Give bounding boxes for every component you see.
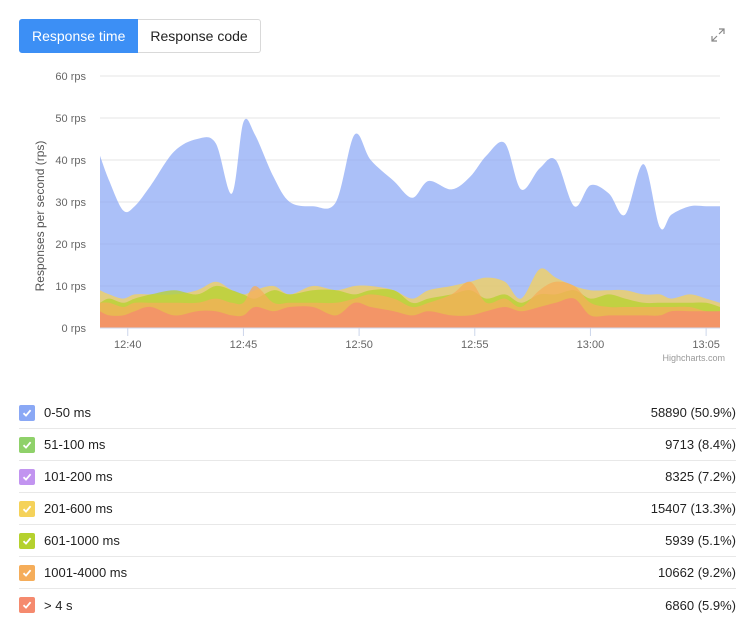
- y-tick-label: 20 rps: [55, 239, 86, 251]
- checkbox-icon[interactable]: [19, 564, 35, 581]
- checkbox-icon[interactable]: [19, 436, 35, 453]
- area-series-4[interactable]: [100, 298, 720, 328]
- chart-credit[interactable]: Highcharts.com: [662, 353, 725, 363]
- expand-icon[interactable]: [710, 27, 726, 43]
- legend-label: 601-1000 ms: [44, 533, 120, 548]
- checkbox-icon[interactable]: [19, 532, 35, 549]
- response-time-chart: 0 rps 10 rps 20 rps 30 rps 40 rps 50 rps 60 rp…: [33, 71, 725, 363]
- legend-item[interactable]: > 4 s 6860 (5.9%): [19, 589, 736, 621]
- y-tick-label: 40 rps: [55, 155, 86, 167]
- legend-value: 15407 (13.3%): [650, 501, 736, 516]
- legend-item[interactable]: 201-600 ms 15407 (13.3%): [19, 493, 736, 525]
- tab-response-time[interactable]: Response time: [19, 19, 139, 53]
- checkbox-icon[interactable]: [19, 404, 35, 421]
- checkbox-icon[interactable]: [19, 468, 35, 485]
- legend-value: 58890 (50.9%): [650, 405, 736, 420]
- legend-value: 6860 (5.9%): [665, 597, 736, 613]
- legend-label: 201-600 ms: [44, 501, 113, 516]
- x-tick-label: 13:05: [692, 339, 720, 351]
- y-tick-label: 10 rps: [55, 281, 86, 293]
- y-axis: 0 rps 10 rps 20 rps 30 rps 40 rps 50 rps 60 rp…: [55, 71, 86, 335]
- x-tick-label: 12:45: [230, 339, 258, 351]
- legend-label: 51-100 ms: [44, 437, 106, 452]
- legend-label: 1001-4000 ms: [44, 565, 128, 580]
- x-axis: 12:40 12:45 12:50 12:55 13:00 13:05: [100, 327, 720, 351]
- legend-item[interactable]: 1001-4000 ms 10662 (9.2%): [19, 557, 736, 589]
- y-tick-label: 0 rps: [62, 323, 87, 335]
- legend-label: 0-50 ms: [44, 405, 91, 420]
- y-axis-label: Responses per second (rps): [33, 141, 47, 292]
- y-tick-label: 50 rps: [55, 113, 86, 125]
- y-tick-label: 60 rps: [55, 71, 86, 83]
- x-tick-label: 12:50: [345, 339, 373, 351]
- area-series-0[interactable]: [100, 118, 720, 328]
- legend-value: 8325 (7.2%): [665, 469, 736, 484]
- legend-item[interactable]: 51-100 ms 9713 (8.4%): [19, 429, 736, 461]
- legend-value: 9713 (8.4%): [665, 437, 736, 452]
- y-tick-label: 30 rps: [55, 197, 86, 209]
- legend-item[interactable]: 0-50 ms 58890 (50.9%): [19, 397, 736, 429]
- checkbox-icon[interactable]: [19, 597, 35, 613]
- tab-response-code[interactable]: Response code: [138, 19, 261, 53]
- view-tabs: Response time Response code: [19, 19, 261, 53]
- legend-item[interactable]: 601-1000 ms 5939 (5.1%): [19, 525, 736, 557]
- legend-item[interactable]: 101-200 ms 8325 (7.2%): [19, 461, 736, 493]
- legend-value: 5939 (5.1%): [665, 533, 736, 548]
- x-tick-label: 12:55: [461, 339, 489, 351]
- legend-value: 10662 (9.2%): [657, 565, 736, 580]
- legend-label: > 4 s: [44, 597, 73, 613]
- checkbox-icon[interactable]: [19, 500, 35, 517]
- x-tick-label: 12:40: [114, 339, 142, 351]
- chart-areas: [100, 118, 720, 328]
- x-tick-label: 13:00: [577, 339, 605, 351]
- legend-label: 101-200 ms: [44, 469, 113, 484]
- series-legend: 0-50 ms 58890 (50.9%) 51-100 ms 9713 (8.4%)…: [19, 397, 736, 621]
